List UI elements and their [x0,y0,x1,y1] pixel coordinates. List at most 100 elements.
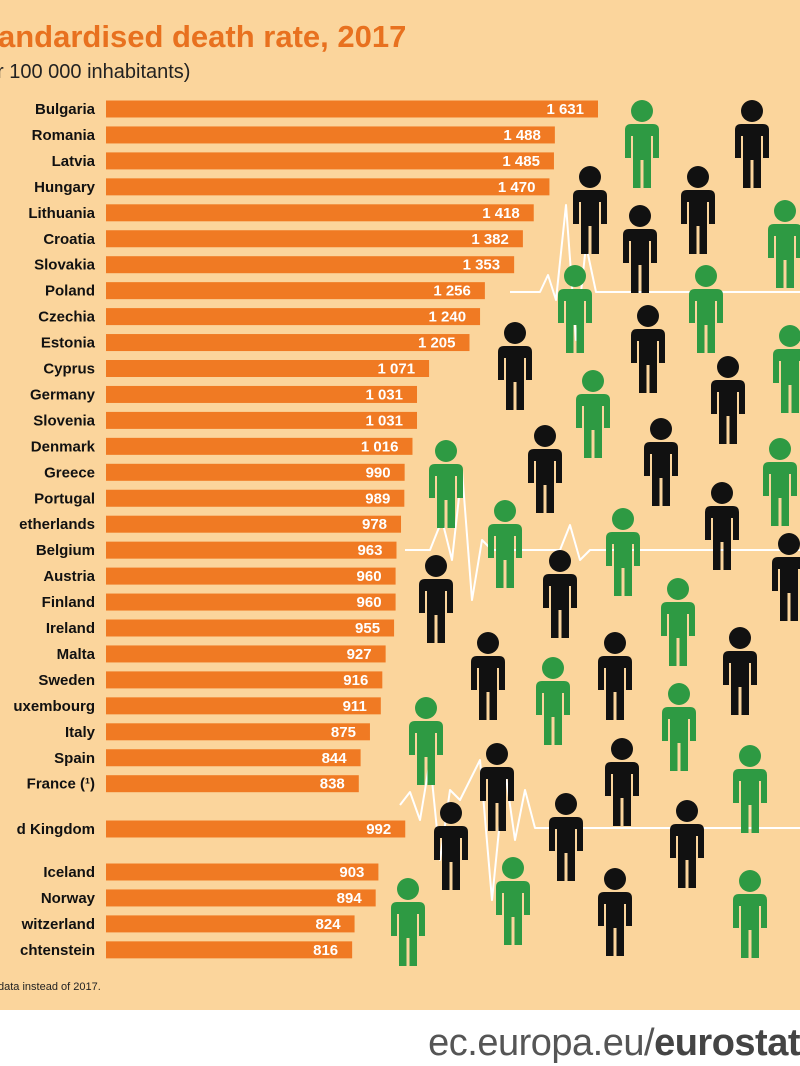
chart-title: andardised death rate, 2017 [0,19,406,54]
person-icon [662,683,696,771]
category-label: Bulgaria [35,101,96,118]
heartbeat-line [510,204,800,341]
source-url[interactable]: ec.europa.eu/eurostat [428,1022,800,1065]
category-label: Croatia [43,231,95,248]
value-label: 838 [320,776,345,793]
person-icon [773,325,800,413]
value-label: 960 [357,568,382,585]
value-label: 955 [355,620,380,637]
category-label: Iceland [43,864,95,881]
bar [106,541,397,559]
category-label: Italy [65,724,96,741]
footer: ec.europa.eu/eurostat [0,1010,800,1066]
person-icon [733,870,767,958]
value-label: 927 [347,646,372,663]
bar [106,126,555,144]
person-icon [434,802,468,890]
value-label: 1 470 [498,179,536,196]
value-label: 894 [337,890,363,907]
value-label: 1 485 [502,153,540,170]
category-label: Austria [43,568,95,585]
value-label: 992 [366,821,391,838]
person-icon [661,578,695,666]
category-label: Latvia [52,153,96,170]
category-label: Slovakia [34,257,96,274]
person-icon [480,743,514,831]
footnote: data instead of 2017. [0,981,101,993]
person-icon [576,370,610,458]
value-label: 911 [343,698,367,715]
category-label: Sweden [38,672,95,689]
category-label: Poland [45,283,95,300]
figures-layer [391,100,800,966]
person-icon [631,305,665,393]
bar [106,863,379,881]
value-label: 1 418 [482,205,520,222]
heartbeat-line [405,469,800,601]
bar [106,411,418,429]
category-label: Ireland [46,620,95,637]
person-icon [558,265,592,353]
value-label: 824 [316,916,342,933]
category-label: Czechia [38,309,95,326]
value-label: 1 256 [433,283,471,300]
person-icon [498,322,532,410]
person-icon [705,482,739,570]
bar [106,334,470,352]
bar [106,152,554,170]
category-label: uxembourg [13,698,95,715]
person-icon [733,745,767,833]
bar [106,204,534,222]
value-label: 963 [357,542,382,559]
value-label: 844 [322,750,348,767]
bar [106,385,418,403]
bar [106,645,386,663]
value-label: 1 382 [471,231,509,248]
value-label: 978 [362,516,387,533]
bar [106,230,523,248]
bar [106,697,381,715]
bar [106,671,383,689]
category-label: Portugal [34,490,95,507]
bar [106,489,405,507]
bar [106,889,376,907]
person-icon [763,438,797,526]
category-label: d Kingdom [17,821,95,838]
person-icon [644,418,678,506]
bar [106,619,395,637]
person-icon [768,200,800,288]
person-icon [723,627,757,715]
value-label: 960 [357,594,382,611]
person-icon [598,868,632,956]
category-label: Malta [57,646,96,663]
chart-panel: andardised death rate, 2017 r 100 000 in… [0,0,800,1010]
chart-subtitle: r 100 000 inhabitants) [0,61,190,83]
person-icon [391,878,425,966]
person-icon [711,356,745,444]
person-icon [536,657,570,745]
value-label: 990 [366,464,391,481]
value-label: 1 031 [365,386,403,403]
person-icon [772,533,800,621]
person-icon [606,508,640,596]
bar [106,308,481,326]
bars-layer: Bulgaria 1 631 Romania 1 488 Latvia 1 485 Hung… [13,100,598,959]
person-icon [528,425,562,513]
bar [106,775,359,793]
person-icon [681,166,715,254]
bar [106,256,515,274]
bar [106,515,402,533]
category-label: Hungary [34,179,96,196]
value-label: 903 [339,864,364,881]
person-icon [689,265,723,353]
bar [106,463,405,481]
category-label: France (¹) [27,776,95,793]
bar [106,178,550,196]
bar [106,593,396,611]
person-icon [735,100,769,188]
category-label: Spain [54,750,95,767]
source-brand: eurostat [654,1022,800,1064]
value-label: 1 071 [378,361,416,378]
category-label: Finland [42,594,95,611]
person-icon [543,550,577,638]
